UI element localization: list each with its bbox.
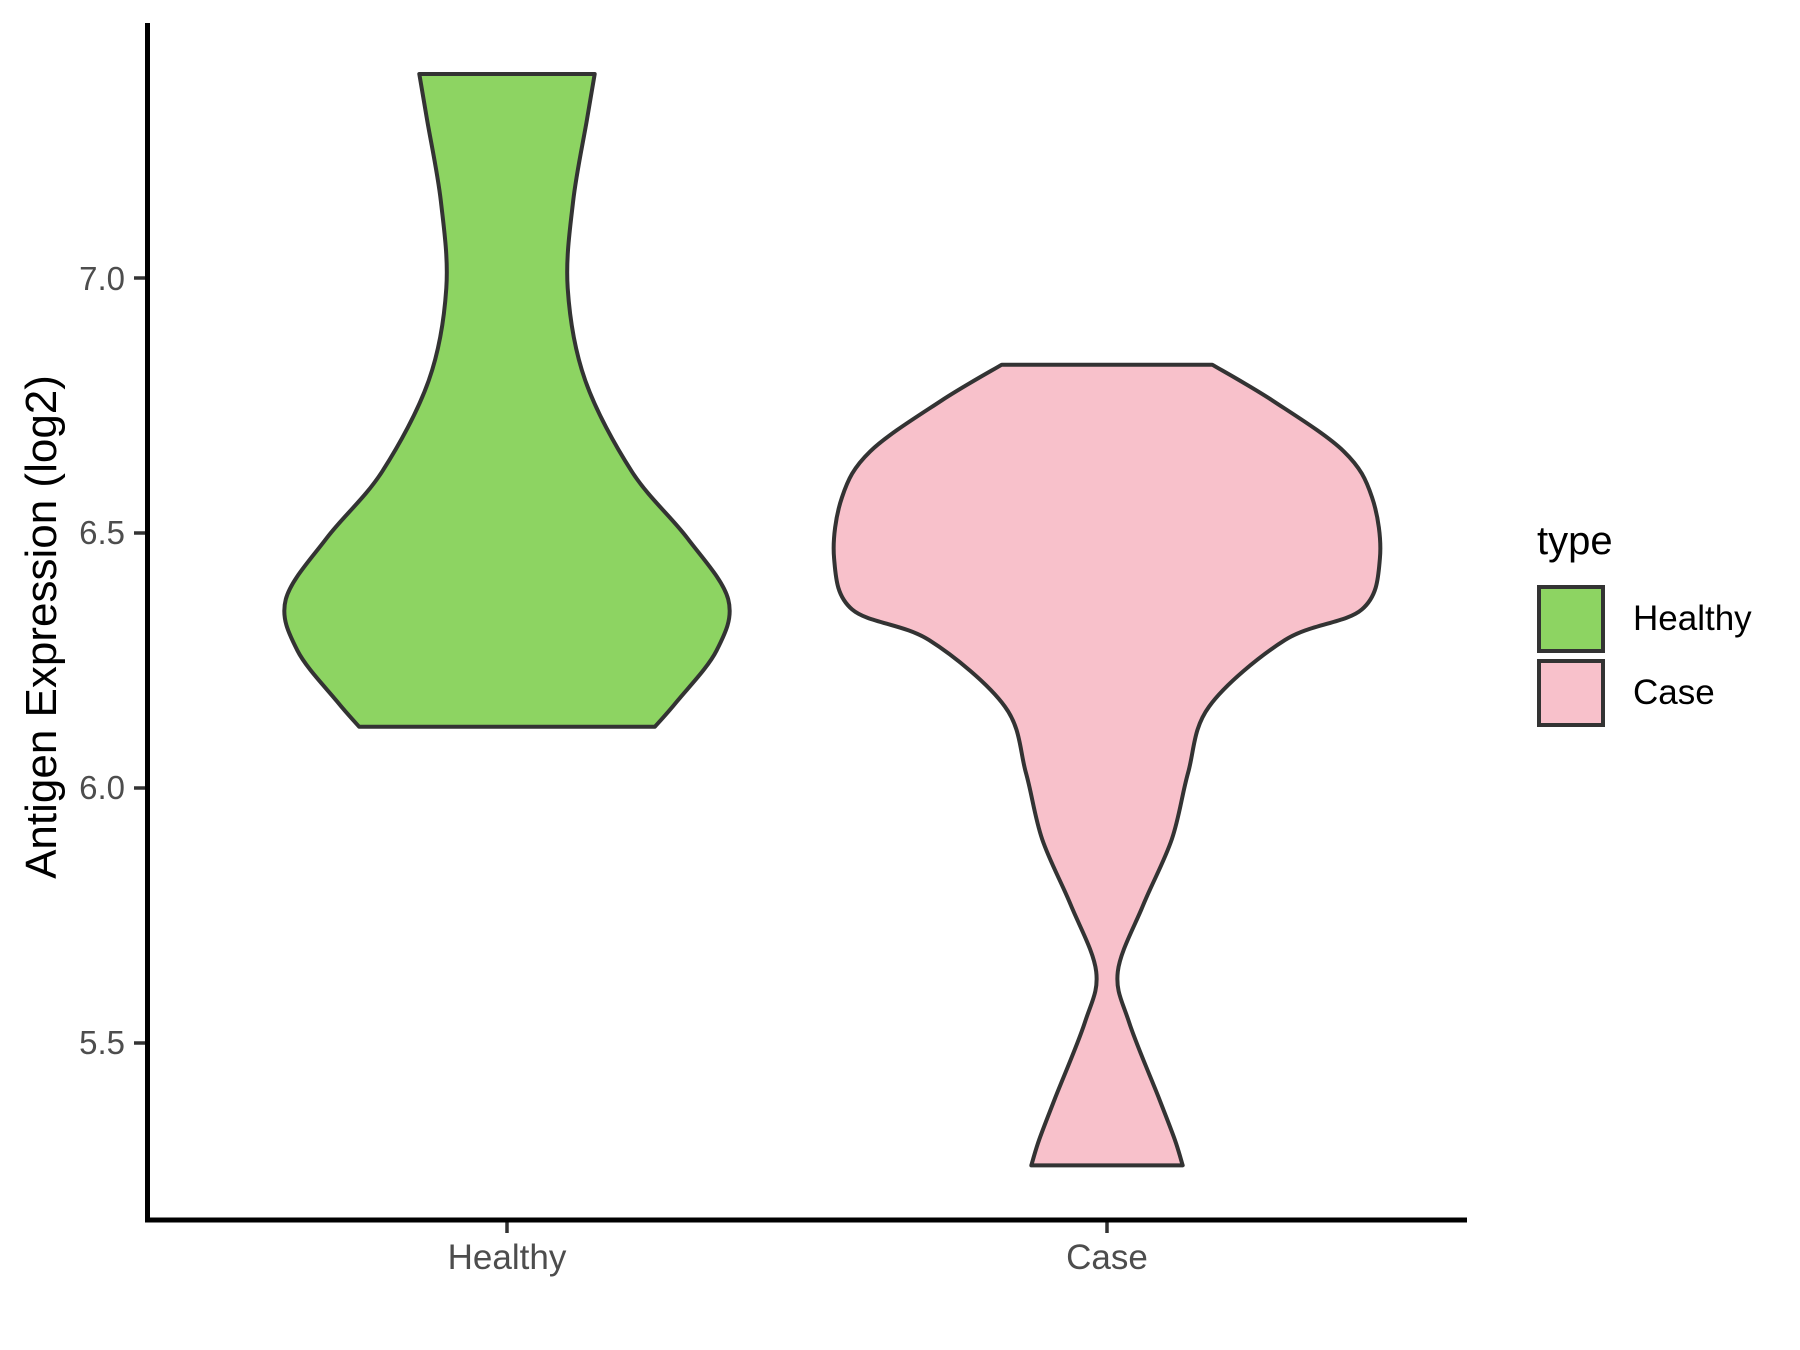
x-tick-label-case: Case (1066, 1238, 1148, 1277)
y-tick-label-5.5: 5.5 (79, 1024, 125, 1061)
legend-label-case: Case (1633, 673, 1715, 712)
y-tick-label-6.0: 6.0 (79, 769, 125, 806)
y-tick-label-6.5: 6.5 (79, 514, 125, 551)
y-tick-label-7.0: 7.0 (79, 260, 125, 297)
legend: type Healthy Case (1537, 518, 1752, 730)
violins-group (282, 72, 1383, 1168)
legend-swatch-case (1537, 659, 1605, 727)
violin-healthy (282, 72, 732, 729)
legend-title: type (1537, 519, 1613, 563)
legend-item-healthy: Healthy (1537, 582, 1752, 656)
violin-case (831, 362, 1383, 1168)
legend-swatch-healthy (1537, 585, 1605, 653)
legend-label-healthy: Healthy (1633, 599, 1752, 638)
legend-item-case: Case (1537, 656, 1752, 730)
y-axis-title: Antigen Expression (log2) (17, 375, 66, 879)
x-tick-label-healthy: Healthy (447, 1238, 567, 1277)
